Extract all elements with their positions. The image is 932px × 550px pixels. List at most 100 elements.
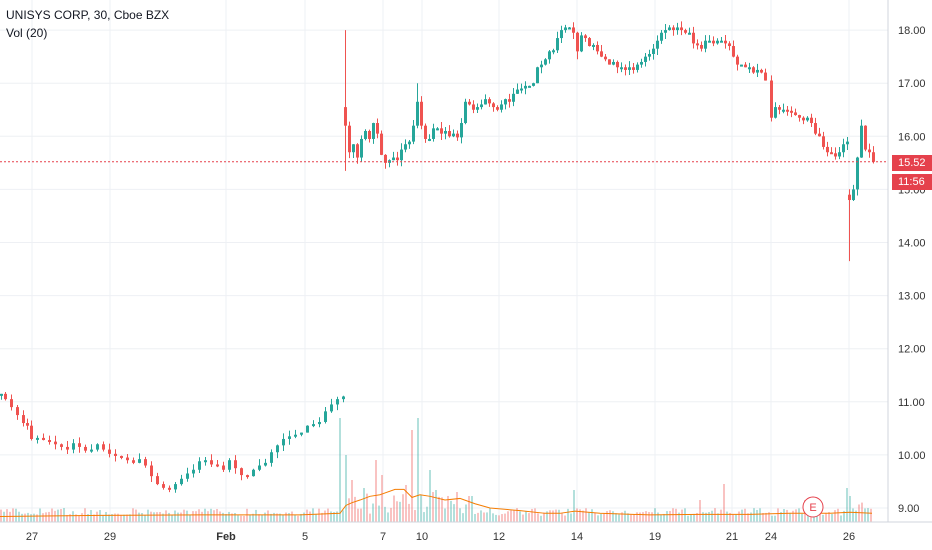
- volume-bar: [288, 513, 290, 522]
- candle-body: [240, 468, 243, 476]
- volume-bar: [438, 496, 440, 522]
- volume-bar: [255, 509, 257, 522]
- volume-bar: [507, 511, 509, 522]
- volume-bar: [39, 508, 41, 522]
- candle-body: [324, 411, 327, 422]
- candle-body: [648, 53, 651, 57]
- volume-bar: [111, 514, 113, 522]
- candle-body: [416, 101, 419, 126]
- volume-bar: [369, 513, 371, 522]
- volume-bar: [468, 496, 470, 522]
- volume-bar: [543, 512, 545, 522]
- volume-bar: [570, 513, 572, 522]
- candle-body: [270, 452, 273, 463]
- candle-body: [508, 99, 511, 102]
- volume-bar: [582, 510, 584, 522]
- volume-bar: [726, 511, 728, 522]
- candle-body: [492, 103, 495, 108]
- time-tick-label: 5: [302, 531, 308, 543]
- volume-bar: [207, 511, 209, 522]
- candle-body: [616, 61, 619, 68]
- candle-body: [364, 130, 367, 139]
- candle-body: [500, 104, 503, 110]
- volume-bar: [120, 514, 122, 522]
- volume-bar: [396, 501, 398, 522]
- volume-bar: [150, 511, 152, 522]
- candle-body: [204, 460, 207, 463]
- candle-body: [568, 27, 571, 30]
- volume-bar: [81, 513, 83, 522]
- volume-bar: [321, 512, 323, 522]
- earnings-circle: [802, 496, 824, 518]
- price-tick-label: 16.00: [898, 131, 926, 143]
- volume-bar: [75, 514, 77, 522]
- volume-bar: [102, 514, 104, 522]
- candle-body: [276, 445, 279, 453]
- candle-body: [60, 444, 63, 447]
- volume-bar: [504, 513, 506, 522]
- candle-body: [856, 157, 859, 190]
- volume-bar: [564, 515, 566, 522]
- volume-bar: [840, 515, 842, 522]
- volume-bar: [552, 510, 554, 522]
- candle-body: [548, 51, 551, 60]
- time-axis: 27 29 Feb 5 7 10 12 14 19 21 24 26: [0, 521, 932, 543]
- price-tick-label: 13.00: [898, 291, 926, 303]
- candle-body: [4, 393, 7, 400]
- volume-bar: [186, 510, 188, 522]
- candle-body: [488, 99, 491, 104]
- volume-bar: [195, 511, 197, 522]
- candle-body: [54, 441, 57, 445]
- candle-body: [544, 59, 547, 65]
- volume-bar: [282, 514, 284, 522]
- volume-bar: [63, 508, 65, 522]
- volume-bar: [411, 430, 413, 522]
- candle-body: [664, 30, 667, 33]
- symbol-title[interactable]: UNISYS CORP, 30, Cboe BZX: [6, 8, 170, 22]
- time-tick-label: 24: [765, 531, 777, 543]
- volume-bar: [483, 512, 485, 522]
- candle-body: [476, 107, 479, 110]
- volume-bar: [678, 512, 680, 522]
- candle-body: [318, 421, 321, 425]
- earnings-marker[interactable]: E: [802, 496, 824, 518]
- volume-bar: [261, 514, 263, 522]
- volume-bar: [624, 510, 626, 522]
- volume-bars: [0, 418, 872, 522]
- time-tick-label: 29: [104, 531, 116, 543]
- volume-bar: [669, 510, 671, 522]
- volume-bar: [315, 514, 317, 522]
- candle-body: [464, 101, 467, 124]
- candle-body: [872, 152, 875, 162]
- volume-indicator-label[interactable]: Vol (20): [6, 26, 48, 40]
- volume-bar: [48, 511, 50, 522]
- candle-body: [448, 130, 451, 137]
- volume-bar: [264, 512, 266, 522]
- volume-bar: [267, 510, 269, 522]
- earnings-letter: E: [809, 502, 816, 514]
- candle-body: [412, 125, 415, 142]
- volume-bar: [807, 512, 809, 522]
- candle-body: [300, 432, 303, 435]
- chart-legend: UNISYS CORP, 30, Cboe BZX Vol (20): [6, 6, 169, 42]
- volume-bar: [249, 514, 251, 522]
- candle-body: [572, 27, 575, 33]
- candle-body: [604, 56, 607, 60]
- candle-body: [588, 38, 591, 47]
- volume-bar: [630, 514, 632, 522]
- candle-body: [30, 425, 33, 439]
- candle-body: [36, 437, 39, 440]
- candle-body: [810, 117, 813, 124]
- volume-bar: [366, 493, 368, 522]
- candle-body: [392, 157, 395, 161]
- candle-body: [580, 35, 583, 52]
- volume-bar: [474, 513, 476, 522]
- candle-body: [516, 89, 519, 94]
- volume-bar: [402, 494, 404, 522]
- volume-bar: [702, 512, 704, 522]
- volume-bar: [849, 496, 851, 522]
- candle-body: [676, 27, 679, 31]
- candle-body: [258, 465, 261, 470]
- price-tick-label: 10.00: [898, 450, 926, 462]
